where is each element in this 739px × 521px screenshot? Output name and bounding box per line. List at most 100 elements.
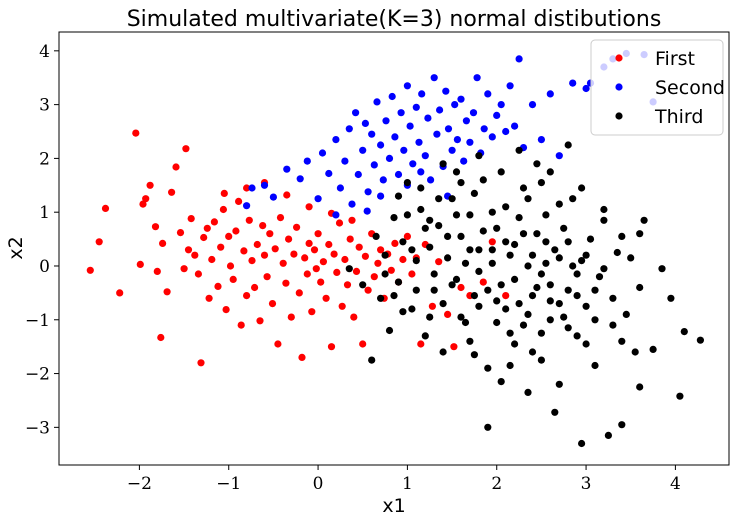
ticks-layer: −2 −1 0 1 2 3 4 −3 −2 −1 0 1 2 3 4 (25, 42, 681, 494)
point-third-18 (439, 348, 447, 356)
point-first-56 (285, 235, 293, 243)
point-third-134 (636, 230, 644, 238)
point-third-26 (475, 246, 483, 254)
point-third-2 (368, 356, 376, 364)
point-second-23 (377, 141, 385, 149)
point-first-106 (457, 283, 465, 292)
point-first-53 (276, 214, 285, 222)
x-tick-label: −1 (216, 474, 241, 494)
point-second-13 (345, 125, 353, 133)
y-tick-label: −3 (25, 418, 50, 438)
point-first-1 (95, 238, 103, 246)
y-tick-label: 4 (39, 42, 50, 62)
point-second-84 (332, 211, 340, 219)
point-second-71 (569, 79, 577, 87)
point-third-129 (600, 205, 608, 214)
points-layer (86, 49, 705, 448)
point-third-50 (582, 302, 590, 310)
point-second-14 (348, 200, 356, 208)
point-second-12 (341, 157, 349, 165)
point-third-29 (488, 259, 496, 267)
point-second-51 (460, 157, 468, 165)
point-third-95 (542, 238, 550, 246)
point-third-41 (542, 211, 550, 219)
y-tick-label: 0 (39, 257, 50, 277)
point-third-139 (452, 168, 461, 176)
point-first-29 (214, 282, 222, 290)
point-first-72 (325, 240, 333, 249)
point-third-92 (524, 310, 532, 318)
point-first-61 (298, 353, 306, 361)
point-third-126 (546, 168, 554, 176)
point-third-113 (510, 340, 519, 348)
point-first-112 (283, 191, 291, 199)
point-third-115 (528, 292, 537, 300)
point-third-61 (631, 348, 639, 356)
point-third-35 (515, 300, 523, 308)
point-first-76 (335, 219, 344, 227)
point-third-42 (546, 316, 554, 324)
point-first-102 (428, 302, 436, 310)
point-second-55 (473, 74, 481, 82)
point-second-9 (325, 169, 333, 178)
point-third-149 (515, 214, 523, 222)
point-first-4 (132, 129, 140, 137)
point-first-20 (187, 215, 195, 223)
point-second-79 (377, 192, 385, 200)
point-third-94 (533, 283, 541, 292)
point-first-62 (301, 254, 309, 262)
point-third-3 (372, 232, 380, 240)
point-first-31 (219, 205, 227, 214)
point-first-68 (314, 230, 322, 238)
point-third-31 (497, 281, 505, 289)
point-third-46 (564, 286, 572, 294)
point-first-100 (417, 340, 425, 348)
point-third-81 (457, 179, 465, 187)
point-second-60 (493, 111, 501, 119)
point-second-32 (403, 82, 411, 90)
chart-title: Simulated multivariate(K=3) normal disti… (127, 7, 662, 32)
point-second-65 (515, 55, 523, 63)
point-first-22 (194, 270, 202, 278)
point-third-83 (470, 189, 478, 197)
point-third-135 (394, 192, 403, 200)
y-tick-label: 1 (39, 203, 50, 223)
point-first-66 (310, 246, 319, 254)
point-second-30 (397, 109, 405, 117)
point-third-9 (399, 238, 407, 246)
point-first-40 (243, 292, 251, 300)
point-first-90 (377, 246, 385, 254)
point-third-77 (426, 216, 434, 224)
point-third-119 (564, 324, 572, 332)
point-first-37 (235, 197, 243, 205)
point-first-11 (157, 333, 165, 342)
point-second-8 (318, 149, 327, 157)
point-third-37 (524, 262, 532, 270)
point-second-43 (436, 106, 444, 114)
legend: First Second Third (590, 39, 725, 136)
point-third-36 (519, 184, 528, 192)
point-first-13 (163, 288, 171, 296)
point-third-24 (466, 211, 474, 219)
x-tick-label: 1 (402, 474, 413, 494)
point-third-117 (546, 281, 554, 289)
point-first-105 (450, 343, 458, 351)
x-tick-label: −2 (127, 474, 152, 494)
point-first-52 (274, 340, 282, 348)
legend-label-second: Second (655, 77, 725, 99)
point-third-19 (444, 254, 452, 262)
point-third-79 (444, 232, 452, 240)
point-third-151 (569, 262, 577, 270)
legend-label-third: Third (654, 106, 703, 128)
point-second-36 (415, 138, 423, 146)
point-third-102 (591, 286, 599, 294)
point-third-1 (359, 281, 367, 289)
point-second-37 (418, 90, 426, 98)
point-third-32 (502, 203, 510, 211)
point-second-19 (364, 188, 372, 196)
point-third-133 (618, 232, 626, 240)
point-third-54 (600, 216, 608, 224)
point-third-131 (537, 179, 546, 187)
y-tick-label: 3 (39, 96, 50, 116)
